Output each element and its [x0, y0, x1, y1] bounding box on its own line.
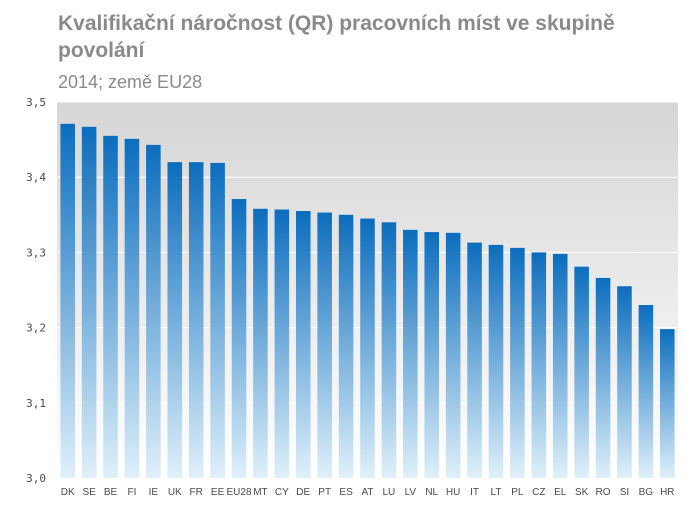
chart-subtitle: 2014; země EU28 [58, 72, 203, 92]
bar-pl [510, 247, 525, 478]
bar-fi [124, 138, 140, 478]
bar-cz [531, 252, 547, 478]
x-label-pl: PL [511, 487, 524, 498]
y-axis-ticks: 3,0 3,1 3,2 3,3 3,4 3,5 [26, 96, 46, 485]
bar-hr [660, 329, 675, 478]
x-label-el: EL [554, 487, 567, 498]
x-label-bg: BG [639, 487, 654, 498]
y-tick-label: 3,5 [26, 96, 46, 109]
bar-bg [638, 305, 654, 478]
x-label-fr: FR [190, 487, 203, 498]
bar-hu [445, 232, 461, 478]
bar-lu [381, 222, 397, 478]
x-label-eu28: EU28 [227, 487, 252, 498]
bar-si [617, 286, 632, 478]
bar-it [467, 242, 482, 478]
bar-lv [403, 229, 418, 478]
x-label-at: AT [361, 487, 373, 498]
x-label-pt: PT [318, 487, 331, 498]
x-label-hu: HU [446, 487, 460, 498]
y-tick-label: 3,0 [26, 472, 46, 485]
x-label-si: SI [620, 487, 629, 498]
x-label-ro: RO [596, 487, 611, 498]
bar-uk [167, 162, 183, 478]
x-label-it: IT [470, 487, 479, 498]
bar-cy [274, 209, 290, 478]
bars [60, 123, 675, 479]
x-label-lv: LV [405, 487, 417, 498]
x-label-lu: LU [383, 487, 396, 498]
bar-de [295, 211, 311, 479]
x-axis-labels: DK SE BE FI IE UK FR EE EU28 MT CY DE PT ES AT LU LV NL HU… [61, 487, 675, 498]
x-label-de: DE [296, 487, 310, 498]
bar-ro [595, 277, 611, 478]
x-label-es: ES [339, 487, 353, 498]
x-label-hr: HR [660, 487, 674, 498]
bar-eu28 [231, 199, 247, 478]
bar-pt [317, 212, 332, 478]
bar-se [81, 126, 97, 478]
x-label-uk: UK [168, 487, 182, 498]
bar-es [338, 214, 354, 479]
x-label-mt: MT [253, 487, 267, 498]
y-tick-label: 3,4 [26, 171, 46, 184]
bar-lt [488, 244, 504, 478]
y-tick-label: 3,1 [26, 397, 46, 410]
bar-ie [146, 144, 161, 478]
y-tick-label: 3,3 [26, 246, 46, 259]
x-label-cz: CZ [532, 487, 545, 498]
bar-mt [253, 208, 268, 478]
bar-sk [574, 266, 589, 478]
bar-at [360, 218, 375, 478]
x-label-be: BE [104, 487, 118, 498]
bar-nl [424, 232, 440, 478]
bar-dk [60, 123, 75, 479]
x-label-sk: SK [575, 487, 589, 498]
chart-title: Kvalifikační náročnost (QR) pracovních m… [58, 12, 615, 62]
x-label-se: SE [82, 487, 96, 498]
bar-ee [210, 162, 225, 479]
bar-el [552, 253, 568, 478]
bar-fr [188, 162, 204, 478]
x-label-fi: FI [128, 487, 137, 498]
x-label-cy: CY [275, 487, 289, 498]
bar-be [103, 135, 118, 478]
x-label-ee: EE [211, 487, 225, 498]
x-label-lt: LT [491, 487, 502, 498]
x-label-dk: DK [61, 487, 75, 498]
y-tick-label: 3,2 [26, 322, 46, 335]
x-label-ie: IE [149, 487, 159, 498]
x-label-nl: NL [425, 487, 438, 498]
